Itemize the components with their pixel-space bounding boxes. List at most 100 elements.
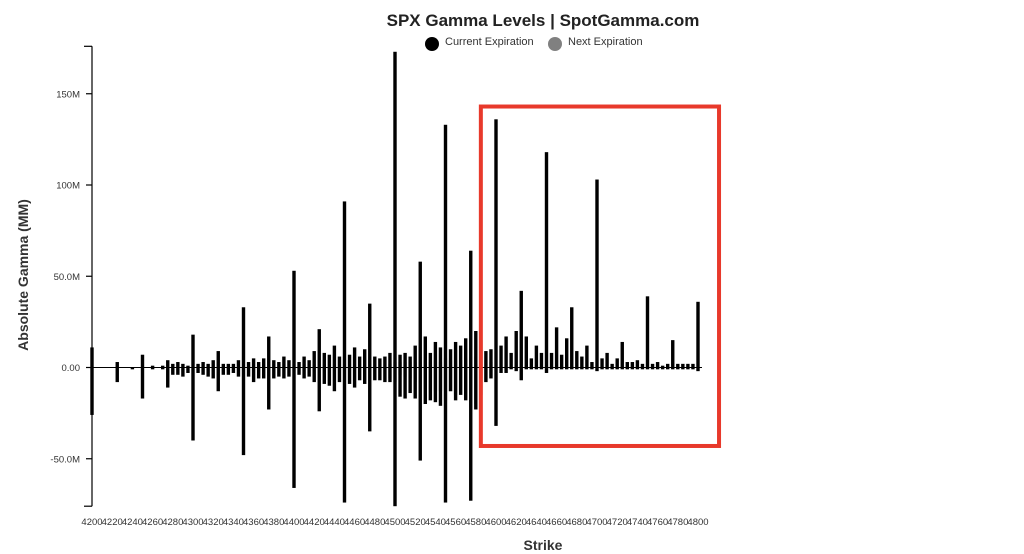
gamma-bar-positive (408, 356, 412, 368)
gamma-bar-negative (191, 367, 195, 441)
gamma-bar-negative (332, 367, 337, 392)
gamma-bar-negative (171, 367, 175, 375)
gamma-bar-positive (251, 358, 256, 368)
gamma-bar-positive (691, 363, 695, 368)
gamma-bar-negative (595, 367, 599, 372)
x-tick-label: 4380 (263, 517, 284, 528)
gamma-bar-negative (150, 367, 155, 370)
gamma-bar-positive (655, 362, 660, 368)
x-tick-label: 4280 (162, 517, 183, 528)
gamma-bar-negative (317, 367, 321, 412)
gamma-bar-positive (221, 363, 225, 368)
gamma-bar-positive (474, 331, 478, 368)
gamma-bar-positive (368, 303, 372, 368)
gamma-bar-positive (635, 360, 640, 368)
gamma-bar-negative (575, 367, 579, 370)
current-expiration-bars (90, 51, 700, 507)
gamma-bar-positive (216, 351, 220, 368)
gamma-bar-positive (433, 341, 438, 368)
gamma-bar-positive (544, 152, 549, 368)
gamma-bar-negative (504, 367, 508, 373)
x-tick-label: 4300 (182, 517, 203, 528)
gamma-bar-positive (357, 356, 362, 368)
gamma-bar-positive (595, 179, 599, 368)
gamma-bar-positive (519, 290, 523, 368)
gamma-bar-negative (650, 367, 655, 370)
gamma-bar-negative (226, 367, 231, 375)
gamma-bar-negative (474, 367, 478, 410)
gamma-bar-negative (307, 367, 311, 377)
x-tick-label: 4520 (405, 517, 426, 528)
gamma-bar-negative (635, 367, 640, 370)
gamma-bar-positive (620, 341, 624, 368)
y-tick-label: 50.0M (54, 272, 80, 283)
gamma-bar-negative (423, 367, 427, 404)
gamma-bar-positive (539, 352, 544, 368)
gamma-bar-negative (357, 367, 362, 381)
x-tick-label: 4500 (384, 517, 405, 528)
gamma-bar-negative (610, 367, 614, 370)
gamma-bar-positive (327, 354, 332, 368)
gamma-bar-negative (246, 367, 251, 377)
gamma-bar-positive (317, 329, 321, 368)
gamma-bar-negative (373, 367, 377, 381)
gamma-bar-negative (464, 367, 468, 401)
gamma-bar-negative (630, 367, 635, 370)
gamma-bar-positive (575, 351, 579, 368)
gamma-bar-negative (671, 367, 675, 370)
chart-legend: Current Expiration Next Expiration (425, 36, 643, 51)
gamma-bar-positive (418, 261, 422, 368)
x-axis-title: Strike (524, 537, 563, 553)
gamma-bar-positive (231, 363, 236, 368)
gamma-bar-negative (408, 367, 412, 394)
gamma-bar-positive (352, 347, 357, 368)
gamma-bar-negative (615, 367, 619, 370)
gamma-bar-negative (262, 367, 266, 379)
gamma-bar-negative (90, 367, 94, 415)
gamma-bar-negative (368, 367, 372, 432)
gamma-bar-negative (342, 367, 347, 503)
gamma-bar-negative (221, 367, 225, 375)
gamma-bar-negative (287, 367, 291, 377)
gamma-bar-negative (186, 367, 190, 373)
gamma-bar-positive (388, 352, 392, 368)
gamma-bar-positive (393, 51, 397, 368)
gamma-bar-negative (251, 367, 256, 383)
gamma-bar-negative (211, 367, 215, 379)
gamma-bar-negative (549, 367, 554, 370)
x-tick-label: 4640 (526, 517, 547, 528)
x-tick-label: 4320 (203, 517, 224, 528)
gamma-bar-positive (196, 363, 200, 368)
gamma-bar-positive (332, 345, 337, 368)
gamma-bar-negative (605, 367, 609, 370)
gamma-bar-negative (681, 367, 685, 370)
gamma-bar-negative (544, 367, 549, 373)
x-tick-label: 4660 (546, 517, 567, 528)
gamma-bar-negative (267, 367, 271, 410)
x-tick-label: 4340 (223, 517, 244, 528)
gamma-bar-positive (489, 349, 493, 368)
x-tick-label: 4800 (687, 517, 708, 528)
gamma-bar-positive (246, 362, 251, 368)
gamma-bar-positive (549, 352, 554, 368)
gamma-bar-negative (484, 367, 488, 383)
gamma-bar-negative (236, 367, 241, 377)
gamma-bar-positive (413, 345, 417, 368)
gamma-bar-negative (666, 367, 670, 370)
gamma-bar-positive (201, 362, 205, 368)
x-tick-label: 4680 (566, 517, 587, 528)
gamma-bar-positive (236, 360, 241, 368)
gamma-bar-negative (130, 367, 135, 370)
gamma-bar-negative (292, 367, 296, 488)
gamma-bar-positive (458, 345, 463, 368)
gamma-bar-negative (514, 367, 518, 372)
gamma-bar-positive (267, 336, 271, 368)
x-tick-label: 4480 (364, 517, 385, 528)
gamma-bar-negative (438, 367, 443, 406)
x-tick-label: 4540 (425, 517, 446, 528)
x-tick-label: 4400 (283, 517, 304, 528)
gamma-bar-negative (433, 367, 438, 403)
gamma-bar-negative (352, 367, 357, 388)
gamma-bar-negative (524, 367, 528, 370)
gamma-bar-positive (686, 363, 690, 368)
